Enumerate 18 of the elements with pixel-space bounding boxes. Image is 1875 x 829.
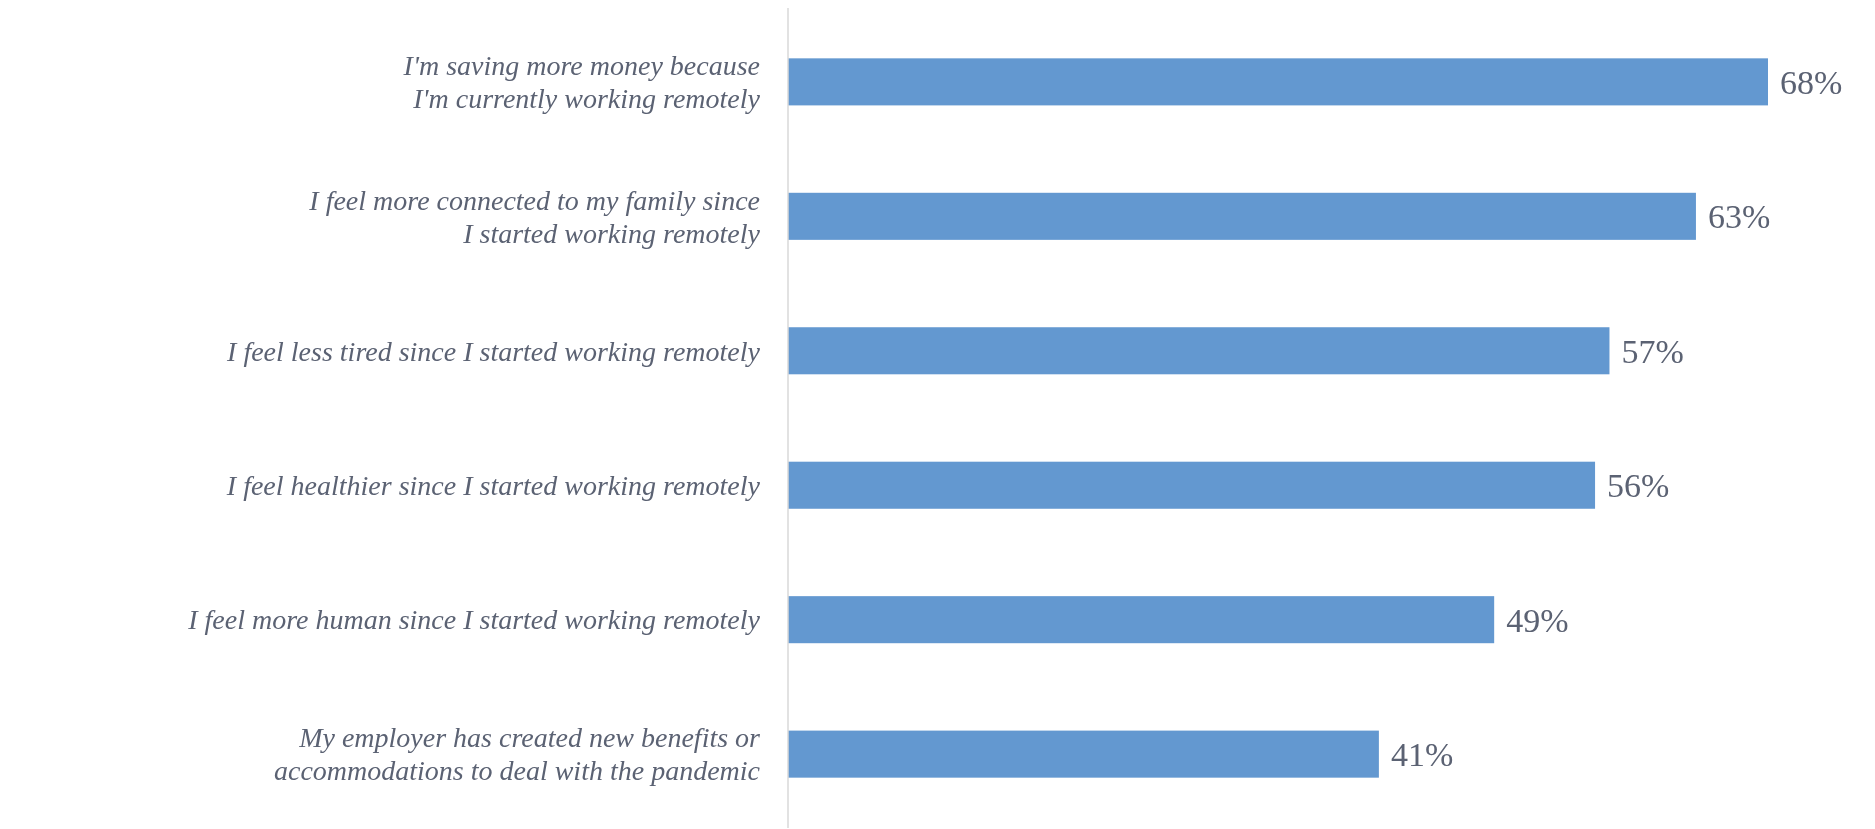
data-label: 57% <box>1621 332 1684 370</box>
data-label: 68% <box>1780 63 1843 101</box>
bar <box>788 327 1610 375</box>
bar <box>788 461 1596 509</box>
data-label: 63% <box>1707 198 1771 236</box>
data-label: 41% <box>1390 736 1454 774</box>
bar <box>788 192 1696 240</box>
y-tick-label: I feel more human since I started working remotely <box>187 604 761 636</box>
y-tick-label: I feel more connected to my family since I started working remotely <box>308 184 761 249</box>
bar <box>788 596 1495 644</box>
y-tick-label: I feel less tired since I started working remotely <box>226 335 761 367</box>
bar <box>788 58 1768 106</box>
data-label: 49% <box>1506 601 1569 639</box>
y-tick-label: I feel healthier since I started working remotely <box>225 470 761 502</box>
y-tick-label: I'm saving more money because I'm currently working remotely <box>402 50 761 115</box>
bar <box>788 730 1379 778</box>
data-label: 56% <box>1607 467 1670 505</box>
y-tick-label: My employer has created new benefits or accommodations to deal with the pandemic <box>273 722 761 787</box>
